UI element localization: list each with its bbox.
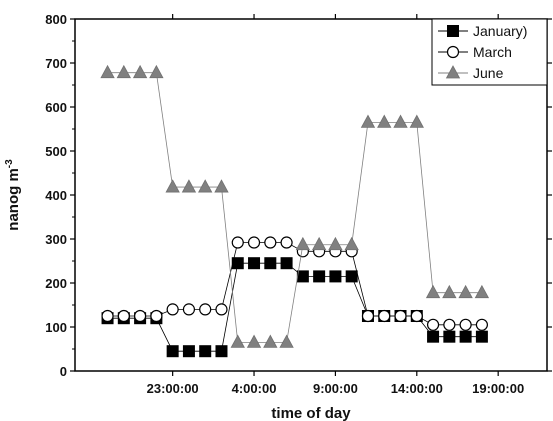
y-axis-title-sup: -3: [4, 159, 15, 168]
data-point: [166, 345, 179, 358]
legend: January) March June: [431, 18, 548, 86]
data-point: [328, 236, 343, 251]
legend-label: June: [473, 65, 504, 81]
data-point: [149, 64, 164, 79]
data-point: [329, 270, 342, 283]
data-point: [263, 334, 278, 348]
data-point: [214, 179, 229, 193]
data-point: [198, 179, 213, 193]
data-point: [409, 114, 424, 128]
y-tick-label: 400: [45, 188, 67, 203]
y-tick-label: 800: [45, 12, 67, 27]
data-point: [295, 236, 311, 251]
data-point: [393, 114, 408, 128]
data-point: [296, 270, 309, 283]
data-point: [215, 303, 228, 316]
legend-marker: [446, 45, 460, 59]
legend-marker: [445, 65, 461, 79]
x-tick-label: 23:00:00: [147, 381, 199, 396]
data-point: [264, 257, 277, 270]
y-tick-label: 700: [45, 56, 67, 71]
x-axis-title: time of day: [271, 405, 351, 421]
legend-items: January) March June: [438, 23, 527, 81]
y-tick-label: 100: [45, 320, 67, 335]
y-tick-label: 600: [45, 100, 67, 115]
data-point: [215, 345, 228, 358]
series-layer: [100, 64, 490, 358]
data-point: [443, 330, 456, 343]
x-tick-label: 4:00:00: [232, 381, 277, 396]
legend-marker: [447, 25, 459, 37]
y-tick-label: 200: [45, 276, 67, 291]
data-point: [313, 270, 326, 283]
series-2: [100, 64, 490, 348]
data-point: [459, 318, 472, 331]
y-tick-label: 500: [45, 144, 67, 159]
data-point: [410, 309, 423, 323]
y-tick-label: 300: [45, 232, 67, 247]
data-point: [377, 114, 392, 128]
data-point: [246, 334, 262, 348]
data-point: [132, 64, 148, 79]
x-tick-label: 9:00:00: [313, 381, 358, 396]
series-1: [101, 236, 488, 331]
data-point: [248, 257, 261, 270]
data-point: [134, 309, 147, 323]
data-point: [394, 309, 407, 323]
data-point: [443, 318, 456, 331]
series-0: [101, 257, 488, 358]
legend-label: March: [473, 44, 512, 60]
data-point: [264, 236, 277, 249]
data-point: [360, 114, 376, 128]
data-point: [311, 236, 327, 251]
data-point: [458, 284, 473, 299]
series-line: [107, 242, 482, 326]
data-point: [279, 334, 294, 348]
data-point: [361, 309, 375, 323]
data-point: [116, 64, 131, 79]
data-point: [427, 330, 440, 343]
data-point: [199, 303, 212, 316]
data-point: [345, 270, 358, 283]
data-point: [442, 284, 457, 299]
data-point: [280, 236, 293, 249]
y-axis: 0 100 200 300 400 500 600 700 800: [45, 12, 552, 379]
data-point: [230, 334, 245, 348]
series-line: [107, 262, 482, 352]
data-point: [231, 257, 244, 270]
data-point: [247, 236, 261, 249]
data-point: [280, 257, 293, 270]
legend-label: January): [473, 23, 527, 39]
data-point: [182, 345, 195, 358]
data-point: [425, 284, 441, 299]
data-point: [475, 330, 488, 343]
data-point: [150, 309, 163, 323]
series-line: [107, 72, 482, 343]
data-point: [474, 284, 490, 299]
data-point: [344, 236, 359, 251]
data-point: [231, 236, 244, 249]
data-point: [199, 345, 212, 358]
data-point: [100, 64, 115, 79]
data-point: [181, 179, 197, 193]
x-tick-label: 14:00:00: [391, 381, 443, 396]
data-point: [378, 309, 391, 323]
data-point: [101, 309, 114, 323]
x-axis: 23:00:00 4:00:00 9:00:00 14:00:00 19:00:00: [147, 14, 524, 396]
data-point: [117, 309, 130, 323]
y-axis-title-main: nanog m: [5, 168, 22, 231]
data-point: [165, 179, 180, 193]
data-point: [426, 318, 440, 331]
data-point: [459, 330, 472, 343]
data-point: [475, 318, 488, 331]
y-tick-label: 0: [60, 364, 67, 379]
x-tick-label: 19:00:00: [472, 381, 524, 396]
data-point: [166, 303, 179, 316]
data-point: [182, 303, 196, 316]
y-axis-title: nanog m-3: [4, 159, 22, 231]
